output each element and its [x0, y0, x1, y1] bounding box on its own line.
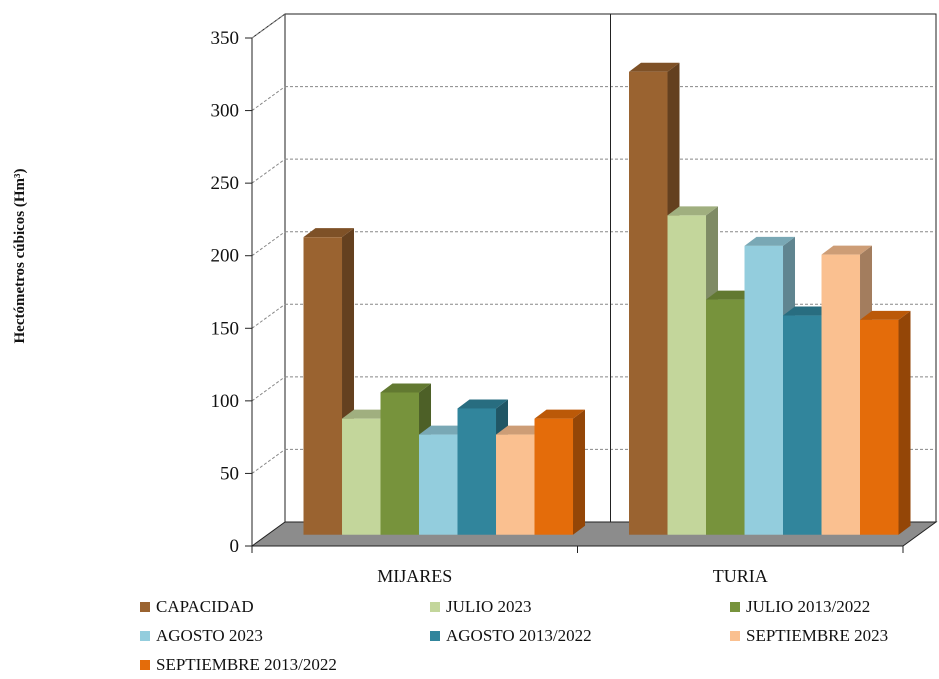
gridline-side: [251, 449, 286, 474]
bar-front: [303, 237, 343, 535]
axes: 0 50 100 150 200 250 300 350 MIJARES TURIA: [211, 28, 904, 586]
legend-swatch: [730, 602, 740, 612]
bar: [667, 206, 719, 535]
legend-item: SEPTIEMBRE 2023: [730, 625, 888, 647]
legend-swatch: [140, 660, 150, 670]
legend-item: JULIO 2013/2022: [730, 596, 870, 618]
bar-front: [860, 319, 899, 535]
legend-swatch: [140, 602, 150, 612]
gridline-side: [251, 376, 286, 402]
y-tick-label: 250: [211, 173, 240, 194]
bar-top: [744, 236, 796, 246]
bar-top: [821, 245, 873, 255]
y-tick-label: 200: [211, 246, 240, 267]
bar-front: [496, 434, 535, 535]
legend-swatch: [430, 631, 440, 641]
x-category-label: TURIA: [713, 566, 768, 586]
legend-label: AGOSTO 2013/2022: [446, 626, 592, 645]
legend-label: SEPTIEMBRE 2023: [746, 626, 889, 645]
bar-front: [744, 245, 784, 535]
legend-item: AGOSTO 2023: [140, 625, 263, 647]
gridline-side: [251, 231, 286, 257]
legend-label: SEPTIEMBRE 2013/2022: [156, 655, 337, 674]
bar-front: [821, 254, 861, 535]
bar-side: [898, 310, 911, 535]
bar-front: [534, 418, 574, 535]
y-tick-label: 350: [211, 28, 240, 49]
bar-top: [629, 62, 680, 72]
legend-label: JULIO 2023: [446, 597, 532, 616]
legend-label: AGOSTO 2023: [156, 626, 263, 645]
bar: [706, 290, 757, 535]
y-tick-label: 100: [211, 391, 240, 412]
bar-top: [860, 310, 911, 320]
legend-label: CAPACIDAD: [156, 597, 254, 616]
bar-front: [380, 392, 420, 535]
bar-front: [783, 315, 822, 535]
legend-swatch: [430, 602, 440, 612]
bar-front: [419, 434, 458, 535]
bar-top: [380, 383, 432, 393]
bar-top: [419, 425, 470, 435]
bar-top: [667, 206, 719, 216]
gridlines: [251, 13, 936, 522]
bar-front: [629, 71, 668, 535]
legend-label: JULIO 2013/2022: [746, 597, 871, 616]
bar-top: [303, 228, 355, 238]
legend-item: JULIO 2023: [430, 596, 531, 618]
bar-top: [496, 425, 547, 435]
y-tick-label: 300: [211, 101, 240, 122]
bar-front: [342, 418, 381, 535]
gridline-side: [251, 86, 286, 111]
bar-top: [783, 306, 834, 316]
bar-front: [706, 299, 745, 535]
y-axis-label: Hectómetros cúbicos (Hm³): [12, 168, 28, 343]
legend-item: SEPTIEMBRE 2013/2022: [140, 654, 337, 676]
gridline-side: [251, 13, 286, 39]
x-category-label: MIJARES: [377, 566, 452, 586]
legend-swatch: [730, 631, 740, 641]
bar-side: [573, 409, 586, 535]
bar-front: [667, 215, 707, 535]
legend-item: CAPACIDAD: [140, 596, 254, 618]
gridline-side: [251, 303, 286, 329]
legend-swatch: [140, 631, 150, 641]
legend-item: AGOSTO 2013/2022: [430, 625, 592, 647]
bar: [534, 409, 586, 535]
bars: [303, 62, 911, 535]
bar: [860, 310, 911, 535]
y-tick-label: 0: [230, 536, 240, 557]
bar-top: [342, 409, 393, 419]
bar-top: [706, 290, 757, 300]
y-tick-label: 150: [211, 318, 240, 339]
y-tick-label: 50: [220, 463, 239, 484]
bar-front: [457, 408, 497, 535]
bar-top: [457, 399, 509, 409]
bar-top: [534, 409, 586, 419]
gridline-side: [251, 158, 286, 184]
